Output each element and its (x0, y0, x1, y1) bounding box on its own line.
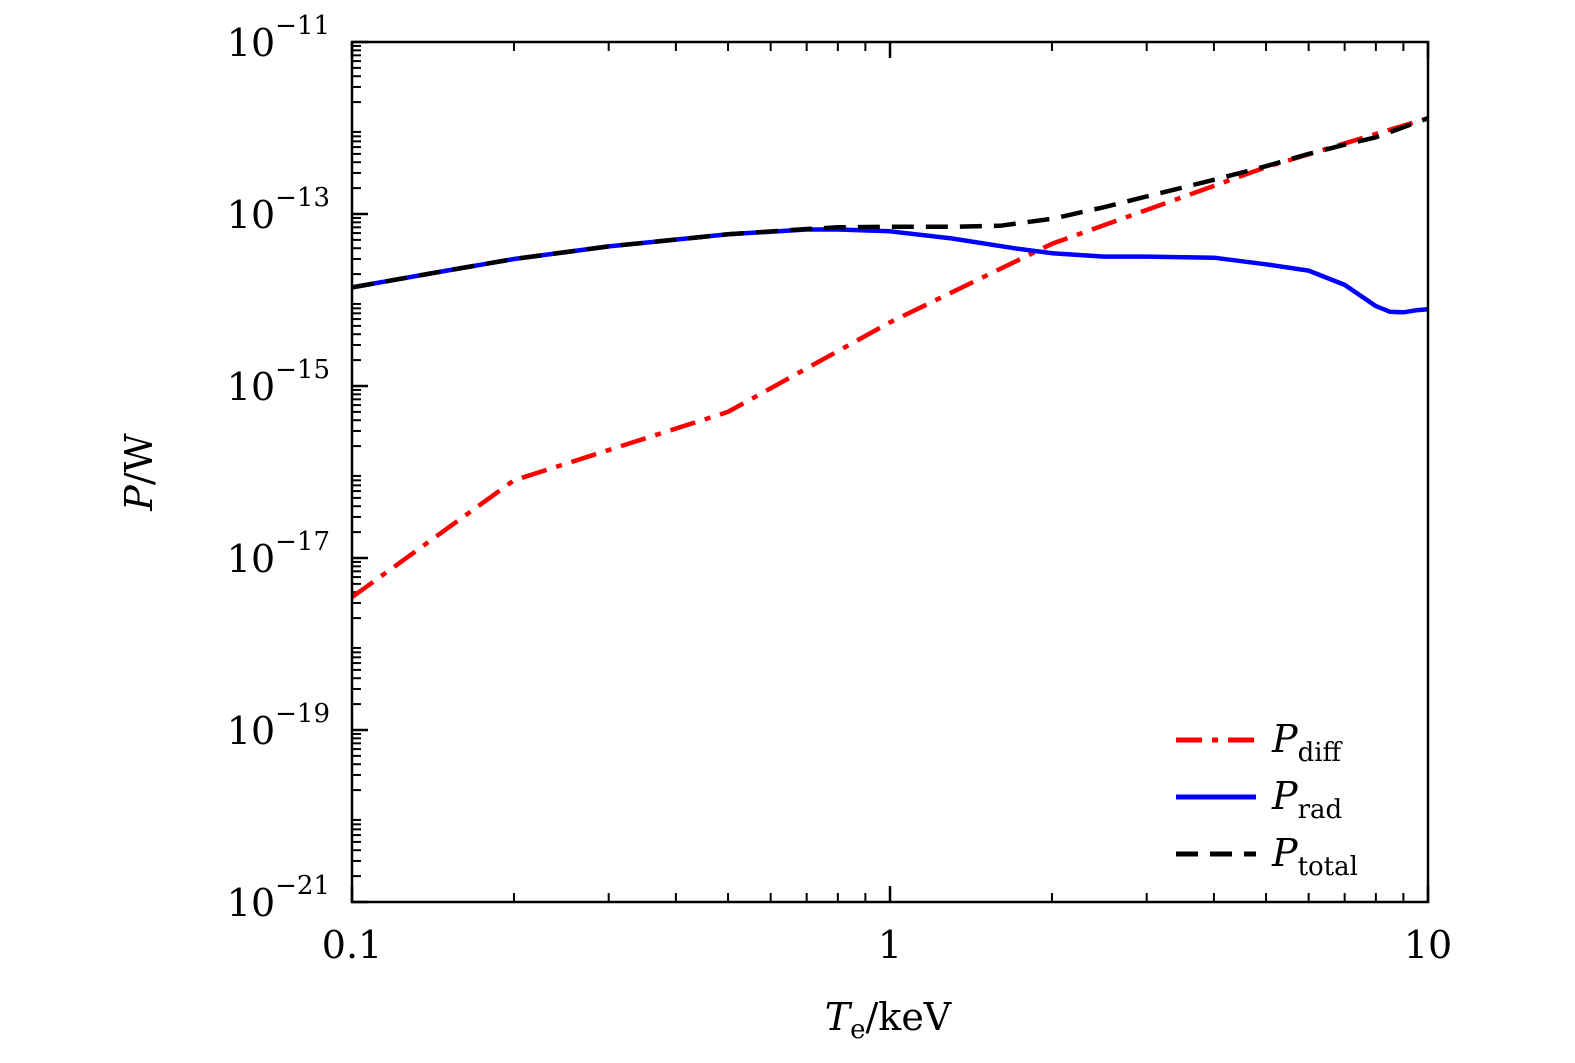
y-axis-title: P/W (117, 433, 161, 511)
series-layer (350, 116, 1429, 600)
y-tick-base: 10 (227, 365, 275, 409)
legend-label-sub: rad (1298, 795, 1343, 825)
x-tick-label: 10 (1404, 923, 1452, 967)
minor-ticks (352, 42, 1405, 902)
y-tick-base: 10 (227, 709, 275, 753)
legend-label-main: P (1271, 717, 1299, 761)
legend-label-sub: diff (1298, 738, 1344, 768)
legend-label-total: Ptotal (1271, 831, 1358, 882)
x-tick-labels: 0.1 1 10 (322, 923, 1452, 967)
x-tick-label: 0.1 (322, 923, 382, 967)
major-ticks (350, 40, 1430, 904)
legend-label-main: P (1271, 774, 1299, 818)
legend-label-diff: Pdiff (1271, 717, 1344, 768)
legend-label-sub: total (1298, 852, 1358, 882)
y-tick-label: 10−21 (227, 871, 330, 925)
x-axis-title-sub: e (850, 1015, 865, 1045)
x-axis-title-main: T (825, 995, 853, 1039)
y-axis-title-main: P (117, 484, 161, 512)
plot-frame (350, 40, 1430, 904)
series-line-diff (350, 116, 1429, 600)
x-tick-label: 1 (878, 923, 902, 967)
y-tick-exponent: −21 (275, 871, 330, 901)
y-tick-base: 10 (227, 193, 275, 237)
y-tick-exponent: −19 (275, 699, 330, 729)
x-axis-title: Te/keV (825, 995, 952, 1045)
y-axis-title-unit: /W (117, 433, 161, 485)
y-tick-exponent: −11 (275, 11, 330, 41)
y-tick-label: 10−13 (227, 183, 330, 237)
y-tick-exponent: −17 (275, 527, 330, 557)
series-line-total (351, 116, 1429, 290)
legend-label-rad: Prad (1271, 774, 1342, 825)
y-tick-label: 10−11 (227, 11, 330, 65)
y-tick-base: 10 (227, 881, 275, 925)
x-axis-title-unit: /keV (865, 995, 951, 1039)
y-tick-base: 10 (227, 537, 275, 581)
y-tick-base: 10 (227, 21, 275, 65)
y-tick-label: 10−17 (227, 527, 330, 581)
y-tick-exponent: −13 (275, 183, 330, 213)
legend-label-main: P (1271, 831, 1299, 875)
y-tick-label: 10−19 (227, 699, 330, 753)
y-tick-label: 10−15 (227, 355, 330, 409)
y-tick-exponent: −15 (275, 355, 330, 385)
series-line-rad (351, 227, 1429, 315)
